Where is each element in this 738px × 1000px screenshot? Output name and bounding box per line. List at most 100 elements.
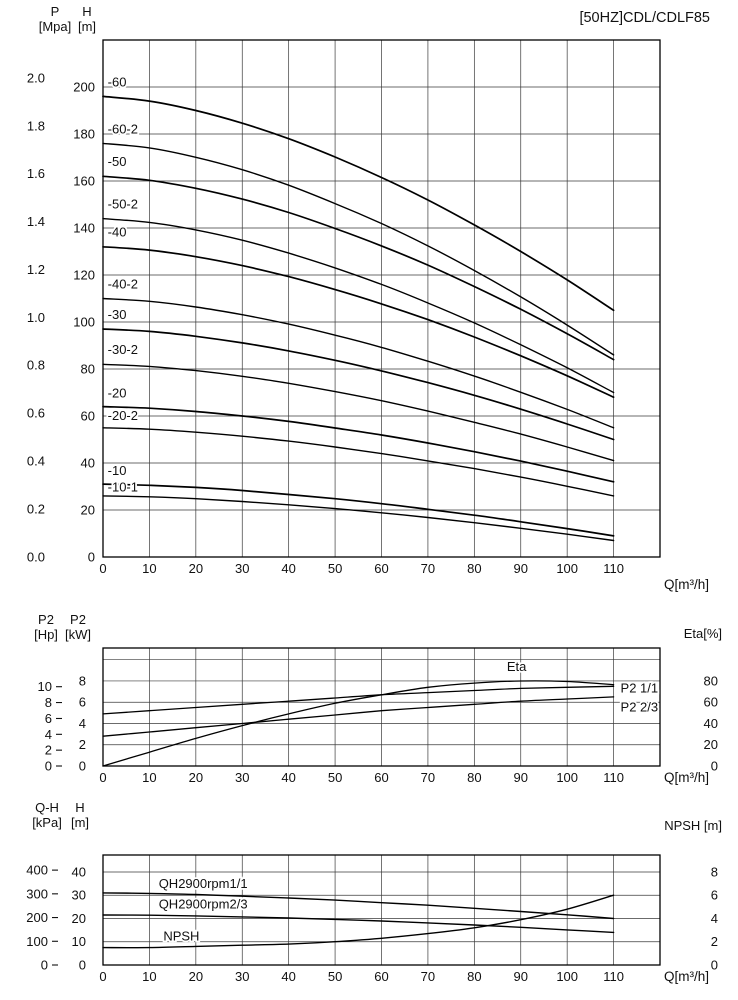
- curve-label: -60: [108, 74, 127, 89]
- curve--50-2: [102, 217, 615, 394]
- y-tick-label: 0: [711, 759, 718, 774]
- x-tick-label: 90: [514, 561, 528, 576]
- curve--40-2: [102, 297, 615, 429]
- x-tick-label: 40: [281, 969, 295, 984]
- curve-label: -60-2: [108, 121, 138, 136]
- x-tick-label: 110: [603, 770, 624, 785]
- y-tick-label: 1.0: [27, 310, 45, 325]
- y-tick-label: 2: [45, 743, 52, 758]
- x-tick-label: 20: [189, 561, 203, 576]
- y-tick-label: 8: [45, 695, 52, 710]
- x-tick-label: 100: [556, 969, 578, 984]
- curve-label: Eta: [507, 659, 527, 674]
- curve-label: -30: [108, 307, 127, 322]
- y-tick-label: 100: [26, 934, 48, 949]
- curve--10: [102, 483, 615, 537]
- power-efficiency-chart: 0 10 20 30 40 50 60 70 80 90 100 110024681002468020…: [38, 647, 718, 785]
- y-tick-label: 120: [73, 268, 95, 283]
- y-tick-label: 10: [38, 679, 52, 694]
- y-tick-label: 40: [72, 864, 86, 879]
- y-tick-label: 80: [704, 673, 718, 688]
- curve-QH2900rpm2/3: [102, 914, 615, 934]
- hq-pressure-axis-header: P [Mpa]: [37, 4, 73, 35]
- y-tick-label: 60: [704, 695, 718, 710]
- x-tick-label: 0: [99, 561, 106, 576]
- x-tick-label: 50: [328, 561, 342, 576]
- x-tick-label: 80: [467, 770, 481, 785]
- y-tick-label: 40: [81, 456, 95, 471]
- y-tick-label: 1.8: [27, 118, 45, 133]
- x-tick-label: 20: [189, 969, 203, 984]
- curve-label: NPSH: [163, 929, 199, 944]
- y-tick-label: 10: [72, 934, 86, 949]
- y-tick-label: 0.6: [27, 406, 45, 421]
- y-tick-label: 60: [81, 409, 95, 424]
- y-tick-label: 300: [26, 886, 48, 901]
- y-tick-label: 100: [73, 315, 95, 330]
- x-tick-label: 50: [328, 770, 342, 785]
- axis-label-p2-kw: P2: [70, 612, 86, 627]
- y-tick-label: 20: [72, 911, 86, 926]
- x-tick-label: 0: [99, 969, 106, 984]
- y-tick-label: 20: [704, 737, 718, 752]
- x-tick-label: 60: [374, 770, 388, 785]
- plot-border: [102, 647, 661, 767]
- qh-kpa-axis-header: Q-H [kPa]: [27, 800, 67, 831]
- x-tick-label: 40: [281, 561, 295, 576]
- y-tick-label: 180: [73, 127, 95, 142]
- y-tick-label: 6: [45, 711, 52, 726]
- x-tick-label: 90: [514, 969, 528, 984]
- y-tick-label: 0: [88, 550, 95, 565]
- curve-label: P2 1/1: [621, 680, 659, 695]
- axis-unit-kpa: [kPa]: [32, 815, 62, 831]
- x-tick-label: 10: [142, 561, 156, 576]
- x-tick-label: 100: [556, 770, 578, 785]
- y-tick-label: 4: [711, 911, 718, 926]
- y-tick-label: 80: [81, 362, 95, 377]
- y-tick-label: 30: [72, 888, 86, 903]
- y-tick-label: 20: [81, 503, 95, 518]
- curve--20-2: [102, 427, 615, 497]
- axis-unit-hp: [Hp]: [34, 627, 58, 643]
- x-tick-label: 70: [421, 770, 435, 785]
- curve-label: QH2900rpm1/1: [159, 876, 248, 891]
- curve-label: -20-2: [108, 408, 138, 423]
- curve-label: -50-2: [108, 197, 138, 212]
- y-tick-label: 140: [73, 221, 95, 236]
- y-tick-label: 8: [711, 864, 718, 879]
- curve--20: [102, 405, 615, 483]
- x-tick-label: 110: [603, 561, 624, 576]
- y-tick-label: 2: [79, 737, 86, 752]
- y-tick-label: 160: [73, 174, 95, 189]
- power-kw-axis-header: P2 [kW]: [60, 612, 96, 643]
- axis-unit-m2: [m]: [70, 815, 90, 831]
- curve-label: -40: [108, 225, 127, 240]
- curve-label: P2 2/3: [621, 700, 659, 715]
- page-title: [50HZ]CDL/CDLF85: [579, 10, 710, 26]
- curve-label: -50: [108, 154, 127, 169]
- curve-P2 1/1: [102, 685, 615, 715]
- y-tick-label: 0: [79, 958, 86, 973]
- axis-label-p2-hp: P2: [38, 612, 54, 627]
- curve--30-2: [102, 363, 615, 462]
- y-tick-label: 0: [711, 958, 718, 973]
- y-tick-label: 0.4: [27, 454, 45, 469]
- y-tick-label: 400: [26, 863, 48, 878]
- curve--10-1: [102, 495, 615, 542]
- x-tick-label: 30: [235, 561, 249, 576]
- x-tick-label: 30: [235, 770, 249, 785]
- axis-label-h: H: [82, 4, 92, 19]
- curve-label: -10-1: [108, 480, 138, 495]
- curve-label: -20: [108, 386, 127, 401]
- y-tick-label: 4: [79, 716, 86, 731]
- axis-unit-m: [m]: [77, 19, 97, 35]
- x-tick-label: 60: [374, 561, 388, 576]
- axis-label-h2: H: [75, 800, 85, 815]
- y-tick-label: 2.0: [27, 70, 45, 85]
- curve-label: -10: [108, 463, 127, 478]
- power-hp-axis-header: P2 [Hp]: [28, 612, 64, 643]
- axis-unit-kw: [kW]: [65, 627, 91, 643]
- x-tick-label: 20: [189, 770, 203, 785]
- x-tick-label: 70: [421, 969, 435, 984]
- power-x-axis-label: Q[m³/h]: [664, 770, 710, 785]
